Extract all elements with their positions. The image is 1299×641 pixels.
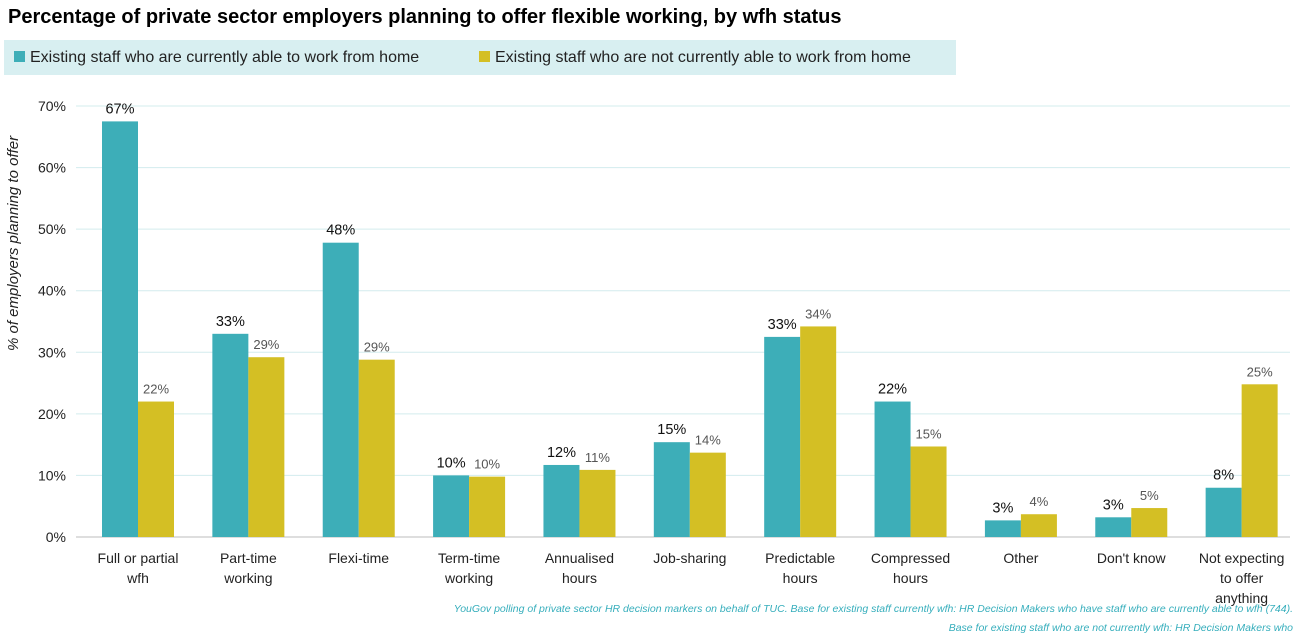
bar <box>1205 487 1242 537</box>
x-tick-label-line: Predictable <box>765 550 835 566</box>
legend: Existing staff who are currently able to… <box>4 40 956 75</box>
y-tick-label: 30% <box>38 344 66 360</box>
y-tick-label: 0% <box>46 529 66 545</box>
bar <box>800 326 837 537</box>
y-tick-label: 70% <box>38 98 66 114</box>
data-label: 22% <box>143 382 169 397</box>
x-tick-label-line: Annualised <box>545 550 614 566</box>
data-label: 3% <box>992 500 1013 516</box>
data-label: 8% <box>1213 468 1234 484</box>
x-tick-label: Don't know <box>1097 550 1167 566</box>
x-tick-label-line: Don't know <box>1097 550 1167 566</box>
bar <box>1020 514 1057 537</box>
bar <box>1131 508 1168 537</box>
x-tick-label: Flexi-time <box>328 550 389 566</box>
data-label: 14% <box>695 433 721 448</box>
y-tick-label: 50% <box>38 221 66 237</box>
x-tick-label: Other <box>1003 550 1038 566</box>
data-label: 15% <box>916 426 942 441</box>
bar <box>358 359 395 537</box>
x-tick-label: Job-sharing <box>653 550 726 566</box>
bar <box>874 401 911 537</box>
x-tick-label-line: Flexi-time <box>328 550 389 566</box>
y-tick-label: 40% <box>38 283 66 299</box>
x-tick-label: Predictable hours <box>765 550 835 586</box>
x-tick-label-line: Not expecting <box>1199 550 1285 566</box>
bar <box>543 464 580 537</box>
footnote-line-2: Base for existing staff who are not curr… <box>948 622 1293 634</box>
x-tick-label-line: hours <box>783 570 818 586</box>
x-tick-label: Part-time working <box>220 550 277 586</box>
x-tick-label-line: working <box>223 570 272 586</box>
bar <box>689 452 726 537</box>
bar <box>984 520 1021 537</box>
footnote-line-1: YouGov polling of private sector HR deci… <box>453 603 1293 615</box>
data-label: 11% <box>585 450 610 465</box>
bar <box>910 446 947 537</box>
data-label: 33% <box>768 317 797 333</box>
x-tick-label-line: anything <box>1215 590 1268 606</box>
legend-swatch-not-able-wfh <box>479 50 490 62</box>
data-label: 34% <box>805 306 831 321</box>
y-tick-label: 20% <box>38 406 66 422</box>
legend-label-not-able-wfh: Existing staff who are not currently abl… <box>495 49 911 66</box>
data-label: 25% <box>1247 364 1273 379</box>
data-label: 12% <box>547 445 576 461</box>
bar <box>138 401 174 537</box>
x-tick-label-line: Term-time <box>438 550 500 566</box>
bar <box>1241 384 1278 537</box>
x-tick-label-line: Other <box>1003 550 1038 566</box>
y-tick-label: 60% <box>38 160 66 176</box>
x-tick-label-line: wfh <box>126 570 149 586</box>
data-label: 48% <box>326 223 355 239</box>
bar <box>322 242 359 537</box>
bar <box>653 442 690 537</box>
data-label: 5% <box>1140 488 1159 503</box>
legend-label-able-wfh: Existing staff who are currently able to… <box>30 49 420 66</box>
x-tick-label-line: hours <box>893 570 928 586</box>
bar <box>764 336 801 537</box>
data-label: 33% <box>216 314 245 330</box>
x-tick-label-line: hours <box>562 570 597 586</box>
legend-item-able-wfh: Existing staff who are currently able to… <box>14 49 419 67</box>
legend-swatch-able-wfh <box>14 50 25 62</box>
bar <box>102 121 138 538</box>
x-tick-label-line: to offer <box>1220 570 1264 586</box>
data-label: 10% <box>474 457 500 472</box>
bar <box>579 469 616 537</box>
data-label: 67% <box>105 101 134 117</box>
bar <box>248 357 285 537</box>
chart-title: Percentage of private sector employers p… <box>8 6 842 28</box>
legend-item-not-able-wfh: Existing staff who are not currently abl… <box>479 49 911 67</box>
bar <box>212 333 249 537</box>
x-tick-label-line: Part-time <box>220 550 277 566</box>
x-tick-label: Compressed hours <box>871 550 950 586</box>
x-tick-label-line: Full or partial <box>98 550 179 566</box>
x-tick-label-line: working <box>444 570 493 586</box>
x-tick-label: Term-time working <box>438 550 500 586</box>
bar <box>469 476 506 537</box>
data-label: 3% <box>1103 497 1124 513</box>
data-label: 10% <box>437 455 466 471</box>
x-tick-label: Annualised hours <box>545 550 614 586</box>
data-label: 29% <box>364 340 390 355</box>
data-label: 22% <box>878 382 907 398</box>
x-tick-label-line: Job-sharing <box>653 550 726 566</box>
bar <box>433 475 470 537</box>
data-label: 29% <box>253 337 279 352</box>
x-tick-label-line: Compressed <box>871 550 950 566</box>
bar <box>1095 517 1132 537</box>
data-label: 15% <box>657 422 686 438</box>
data-label: 4% <box>1030 494 1049 509</box>
y-tick-label: 10% <box>38 467 66 483</box>
x-tick-label: Full or partial wfh <box>98 550 179 586</box>
x-tick-label: Not expecting to offer anything <box>1199 550 1285 606</box>
